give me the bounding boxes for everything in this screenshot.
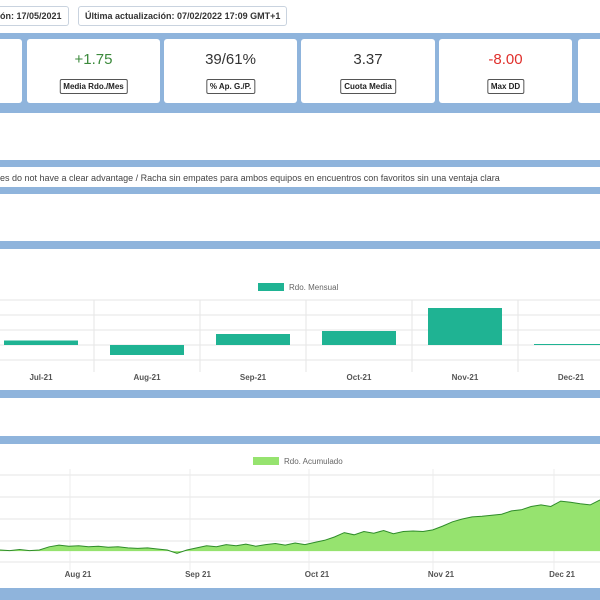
legend-swatch <box>253 457 279 465</box>
stat-label: % Ap. G./P. <box>205 79 256 94</box>
stat-card-avg-odds: 3.37 Cuota Media <box>301 39 435 103</box>
bar <box>534 344 600 345</box>
bar <box>4 340 78 345</box>
stat-label: Media Rdo./Mes <box>59 79 128 94</box>
stat-card-avg-month: +1.75 Media Rdo./Mes <box>27 39 160 103</box>
stat-value: 3.37 <box>353 51 383 68</box>
area-fill <box>0 500 600 554</box>
divider-band <box>0 588 600 600</box>
bar <box>428 308 502 345</box>
bar <box>322 331 396 345</box>
stat-card-max-dd: -8.00 Max DD <box>439 39 572 103</box>
legend-swatch <box>258 283 284 291</box>
stat-card-partial-left <box>0 39 22 103</box>
stat-label: Cuota Media <box>340 79 396 94</box>
bar <box>216 334 290 345</box>
x-tick-label: Sep 21 <box>185 570 211 579</box>
x-tick-label: Aug-21 <box>133 373 161 382</box>
divider-band <box>0 241 600 249</box>
strategy-description: es do not have a clear advantage / Racha… <box>0 173 500 183</box>
last-update-box: Última actualización: 07/02/2022 17:09 G… <box>78 6 288 26</box>
stats-band: +1.75 Media Rdo./Mes 39/61% % Ap. G./P. … <box>0 33 600 113</box>
x-tick-label: Dec 21 <box>549 570 575 579</box>
bar <box>110 345 184 355</box>
x-tick-label: Oct-21 <box>347 373 372 382</box>
x-tick-label: Dec-21 <box>558 373 585 382</box>
x-tick-label: Aug 21 <box>65 570 92 579</box>
start-date-box: ón: 17/05/2021 <box>0 6 69 26</box>
stat-value: -8.00 <box>488 51 523 68</box>
legend-label: Rdo. Acumulado <box>284 457 343 466</box>
stat-card-partial-right <box>578 39 600 103</box>
stat-value: 39/61% <box>205 51 256 68</box>
monthly-chart-panel: Rdo. Mensual Jul-21 Aug-21 Sep-21 Oct-21 Nov-… <box>0 250 600 390</box>
stat-label: Max DD <box>486 79 525 94</box>
x-tick-label: Nov-21 <box>452 373 479 382</box>
cumulative-chart-panel: Rdo. Acumulado Aug 21 Sep 21 Oct 21 Nov 21 De… <box>0 445 600 588</box>
monthly-result-chart: Rdo. Mensual Jul-21 Aug-21 Sep-21 Oct-21 Nov-… <box>0 283 600 382</box>
cumulative-result-chart: Rdo. Acumulado Aug 21 Sep 21 Oct 21 Nov 21 De… <box>0 457 600 579</box>
x-tick-label: Nov 21 <box>428 570 455 579</box>
stat-card-win-loss: 39/61% % Ap. G./P. <box>164 39 297 103</box>
x-tick-label: Jul-21 <box>29 373 53 382</box>
divider-band <box>0 160 600 167</box>
x-tick-label: Sep-21 <box>240 373 267 382</box>
divider-band <box>0 187 600 194</box>
divider-band <box>0 436 600 444</box>
x-tick-label: Oct 21 <box>305 570 330 579</box>
legend-label: Rdo. Mensual <box>289 283 339 292</box>
divider-band <box>0 390 600 398</box>
area-line <box>0 499 600 554</box>
stat-value: +1.75 <box>74 51 113 68</box>
header-bar: ón: 17/05/2021 Última actualización: 07/… <box>0 0 600 30</box>
